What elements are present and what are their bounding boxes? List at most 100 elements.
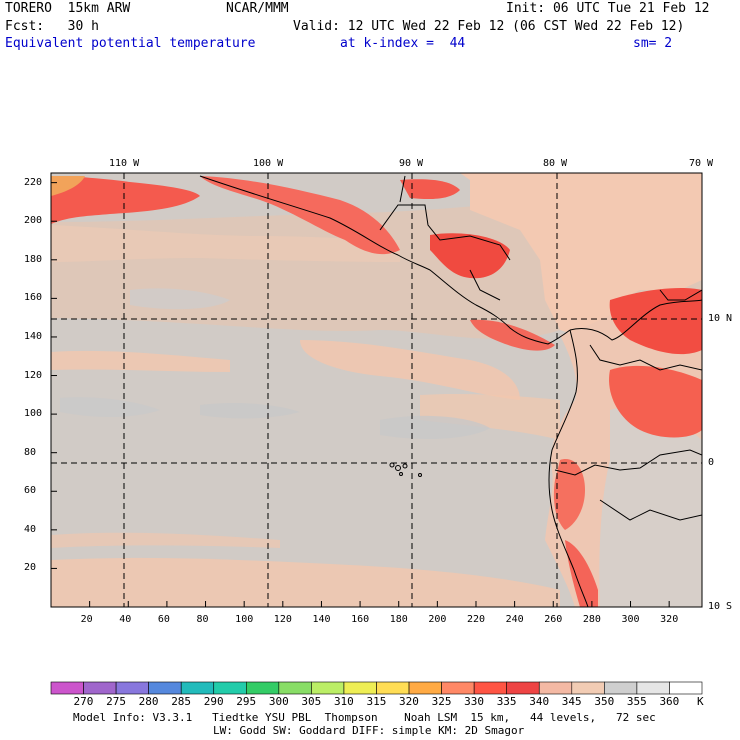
colorbar-label: 335 xyxy=(496,695,517,708)
map-frame xyxy=(50,172,703,608)
hot-region-mexico-coast xyxy=(200,176,400,255)
warm-streak-south xyxy=(51,532,280,548)
warm-band-upper xyxy=(51,225,400,262)
x-grid-label: 220 xyxy=(466,614,486,625)
amazon-grey-region xyxy=(599,407,702,607)
model-info-line2: LW: Godd SW: Goddard DIFF: simple KM: 2D… xyxy=(213,724,525,737)
lon-label-110w: 110 W xyxy=(109,158,140,169)
colorbar-label: 280 xyxy=(138,695,159,708)
model-info-line1: Model Info: V3.3.1 Tiedtke YSU PBL Thomp… xyxy=(73,711,656,724)
hot-region-northwest xyxy=(51,176,200,224)
colorbar-swatch xyxy=(538,681,573,695)
y-grid-label: 20 xyxy=(24,562,37,574)
central-america-land xyxy=(190,173,702,340)
x-grid-label: 40 xyxy=(119,614,132,625)
x-grid-label: 100 xyxy=(235,614,254,625)
colorbar-label: 315 xyxy=(366,695,387,708)
field-name: Equivalent potential temperature xyxy=(5,36,256,51)
y-grid-label: 140 xyxy=(24,330,43,342)
x-grid-label: 280 xyxy=(582,614,601,625)
colorbar-swatch xyxy=(278,681,312,695)
hot-region-colombia xyxy=(609,365,702,438)
colorbar-unit: K xyxy=(697,695,704,708)
colorbar-swatch xyxy=(83,681,117,695)
hot-core-northwest xyxy=(51,176,85,196)
y-grid-label: 100 xyxy=(24,408,43,420)
colorbar-swatch xyxy=(50,681,84,695)
x-grid-label: 200 xyxy=(428,614,447,625)
colorbar-swatch xyxy=(604,681,638,695)
colorbar-swatch xyxy=(180,681,215,695)
colorbar-swatch xyxy=(376,681,410,695)
caribbean-coastline-south-america xyxy=(569,299,702,341)
y-grid-label: 220 xyxy=(24,176,43,188)
colorbar-label: 320 xyxy=(399,695,419,708)
pacific-coastline-central-america xyxy=(199,175,571,345)
colorbar-label: 340 xyxy=(529,695,550,708)
border-mexico-guatemala xyxy=(399,175,406,203)
x-grid-label: 240 xyxy=(505,614,524,625)
colorbar-label: 285 xyxy=(171,695,192,708)
hot-region-yucatan xyxy=(400,179,460,200)
model-name: TORERO 15km ARW xyxy=(5,1,131,16)
colorbar-label: 360 xyxy=(659,695,680,708)
x-grid-label: 20 xyxy=(80,614,93,625)
x-grid-label: 120 xyxy=(273,614,292,625)
border-colombia-venezuela xyxy=(589,344,702,371)
colorbar-swatch xyxy=(669,681,703,695)
level-info: at k-index = 44 xyxy=(340,36,466,51)
colorbar-swatch xyxy=(115,681,149,695)
colorbar-swatch xyxy=(506,681,540,695)
lat-label-10n: 10 N xyxy=(708,313,733,324)
galapagos-island-2 xyxy=(395,465,401,471)
y-grid-label: 120 xyxy=(24,369,43,381)
y-grid-label: 160 xyxy=(24,292,43,304)
x-grid-label: 320 xyxy=(660,614,679,625)
colorbar-label: 275 xyxy=(106,695,126,708)
coastlines xyxy=(199,175,702,607)
colorbar-swatch xyxy=(246,681,280,695)
colorbar-label: 325 xyxy=(431,695,452,708)
warm-streak-west xyxy=(51,350,230,372)
colorbar-label: 270 xyxy=(73,695,94,708)
smoothing-info: sm= 2 xyxy=(633,36,673,51)
colorbar-label: 350 xyxy=(594,695,615,708)
colorbar-swatch xyxy=(148,681,182,695)
colorbar-swatch xyxy=(571,681,605,695)
warm-patch-east xyxy=(420,393,560,440)
galapagos-island-3 xyxy=(402,463,408,469)
x-grid-label: 300 xyxy=(621,614,640,625)
lon-label-80w: 80 W xyxy=(543,158,568,169)
colorbar-swatch xyxy=(408,681,442,695)
init-time: Init: 06 UTC Tue 21 Feb 12 xyxy=(506,1,710,16)
x-grid-label: 160 xyxy=(351,614,370,625)
border-nicaragua xyxy=(469,269,501,301)
colorbar-label: 330 xyxy=(464,695,485,708)
lat-label-equator: 0 xyxy=(708,457,715,468)
cool-patch-2 xyxy=(380,415,490,440)
x-grid-label: 60 xyxy=(157,614,170,625)
colorbar-swatch xyxy=(311,681,345,695)
pacific-coastline-south-america xyxy=(548,329,589,607)
colorbar-label: 300 xyxy=(268,695,289,708)
center-name: NCAR/MMM xyxy=(226,1,289,16)
border-ecuador-colombia-peru xyxy=(554,449,702,476)
lat-label-10s: 10 S xyxy=(708,601,733,612)
hot-region-peru xyxy=(565,540,598,607)
colorbar-swatch xyxy=(213,681,247,695)
cool-patch-3 xyxy=(60,397,160,417)
y-grid-label: 80 xyxy=(24,446,37,458)
hot-region-costa-rica xyxy=(470,319,555,351)
colorbar-label: 305 xyxy=(301,695,322,708)
x-grid-label: 80 xyxy=(196,614,209,625)
valid-time: Valid: 12 UTC Wed 22 Feb 12 (06 CST Wed … xyxy=(293,19,685,34)
lon-label-100w: 100 W xyxy=(253,158,284,169)
cool-patch-4 xyxy=(200,402,300,419)
x-grid-label: 140 xyxy=(312,614,331,625)
border-guatemala-honduras xyxy=(379,204,511,261)
colorbar-label: 345 xyxy=(561,695,582,708)
galapagos-island-5 xyxy=(418,473,422,477)
lat-lon-grid xyxy=(51,173,702,607)
y-grid-label: 40 xyxy=(24,523,37,535)
